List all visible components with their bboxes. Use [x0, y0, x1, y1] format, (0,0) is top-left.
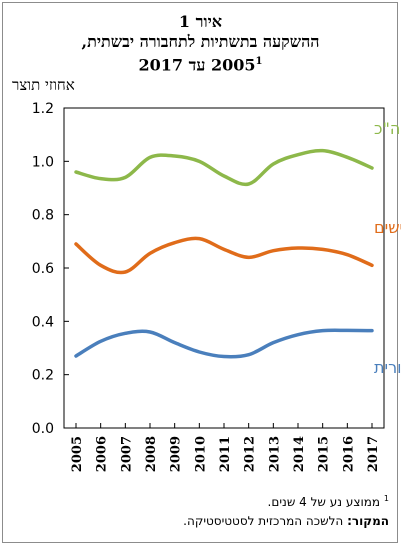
x-tick-label: 2011: [218, 436, 233, 472]
x-tick-label: 2010: [193, 436, 208, 472]
plot-area-border: [63, 107, 385, 429]
series-line-1: [74, 236, 374, 275]
title-footnote-mark: 1: [255, 56, 263, 67]
title-line-1: איור 1: [178, 12, 223, 31]
y-tick-label: 0.6: [32, 261, 54, 277]
source-label: המקור:: [347, 514, 389, 528]
y-tick-label: 0.0: [32, 421, 54, 437]
y-tick-label: 0.4: [32, 314, 54, 330]
series-label-0: סה"כ: [374, 119, 401, 138]
y-tick-label: 0.8: [32, 208, 54, 224]
x-tick-label: 2009: [169, 436, 184, 472]
x-tick-label: 2015: [317, 436, 332, 472]
series-label-2: תחבורה ציבורית: [374, 358, 401, 377]
title-line-2: ההשקעה בתשתיות לתחבורה יבשתית,: [81, 32, 320, 51]
footnote-text: ממוצע נע של 4 שנים.: [267, 495, 381, 509]
x-tick-label: 2012: [243, 436, 258, 472]
x-tick-label: 2016: [341, 436, 356, 472]
footnote-mark: 1: [383, 494, 389, 503]
x-tick-label: 2013: [267, 436, 282, 472]
x-tick-label: 2017: [366, 436, 381, 472]
series-line-0: [74, 148, 374, 187]
chart-title: איור 1 ההשקעה בתשתיות לתחבורה יבשתית, 20…: [8, 12, 393, 75]
x-tick-label: 2008: [144, 436, 159, 472]
y-tick-label: 1.2: [32, 101, 54, 117]
series-labels: סה"כ כבישים תחבורה ציבורית: [374, 119, 401, 377]
x-tick-label: 2007: [119, 436, 134, 472]
title-years: 2005 עד 2017: [138, 55, 256, 75]
x-tick-label: 2005: [70, 436, 85, 472]
x-tick-label: 2014: [292, 436, 307, 472]
title-line-3: 2005 עד 20171: [8, 52, 393, 75]
series-line-2: [74, 328, 374, 359]
source-note: המקור: הלשכה המרכזית לסטטיסטיקה.: [183, 514, 389, 528]
series-label-1: כבישים: [374, 218, 401, 237]
y-tick-label: 1.0: [32, 154, 54, 170]
source-text: הלשכה המרכזית לסטטיסטיקה.: [183, 514, 344, 528]
axes: 0.0 0.2 0.4 0.6 0.8 1.0 1.2 2005 2006 2007 2008 200…: [32, 101, 385, 472]
x-tick-label: 2006: [95, 436, 110, 472]
y-axis-label: אחוזי תוצר: [12, 76, 75, 94]
y-tick-label: 0.2: [32, 368, 54, 384]
footnote: 1 ממוצע נע של 4 שנים.: [268, 494, 389, 509]
series-lines: [74, 148, 374, 359]
figure-frame: [2, 2, 398, 543]
